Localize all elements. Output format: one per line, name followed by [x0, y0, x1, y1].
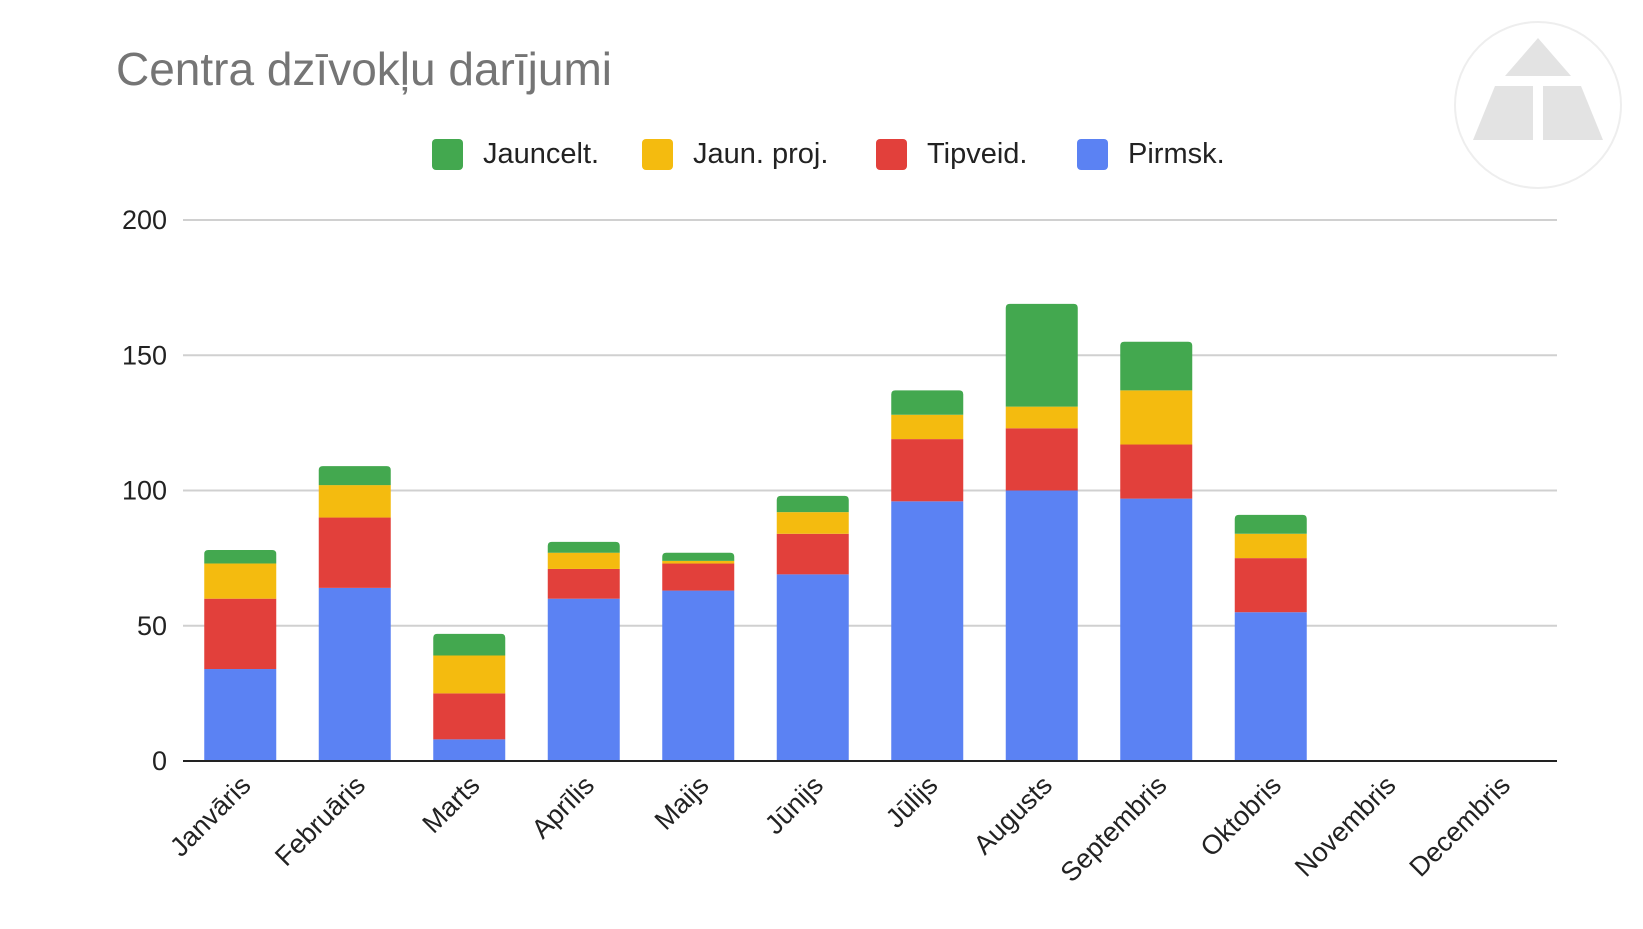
bar-jauncelt-februaris[interactable] — [318, 466, 391, 486]
bar-pirmsk-julijs[interactable] — [891, 501, 964, 761]
bar-pirmsk-janvaris[interactable] — [204, 669, 277, 761]
bar-pirmsk-marts[interactable] — [433, 739, 506, 761]
grid-layer — [183, 219, 1557, 627]
x-tick-label-julijs: Jūlijs — [880, 770, 944, 834]
bar-jaun-proj-augusts[interactable] — [1005, 406, 1078, 429]
legend-swatch-jaun-proj — [642, 138, 673, 170]
x-tick-label-decembris: Decembris — [1404, 770, 1516, 882]
bar-pirmsk-augusts[interactable] — [1005, 490, 1078, 762]
x-tick-label-junijs: Jūnijs — [759, 770, 829, 840]
x-tick-label-marts: Marts — [417, 770, 486, 839]
bar-pirmsk-februaris[interactable] — [318, 587, 391, 761]
legend-label-jauncelt: Jauncelt. — [483, 137, 600, 170]
legend-item-tipveid[interactable]: Tipveid. — [876, 130, 1027, 178]
legend-item-pirmsk[interactable]: Pirmsk. — [1077, 130, 1225, 178]
brand-logo-icon — [1454, 21, 1622, 189]
bar-jauncelt-septembris[interactable] — [1120, 341, 1193, 391]
chart-title: Centra dzīvokļu darījumi — [116, 43, 612, 95]
bar-jauncelt-marts[interactable] — [433, 633, 506, 656]
bar-tipveid-septembris[interactable] — [1120, 444, 1193, 499]
bar-jauncelt-augusts[interactable] — [1005, 303, 1078, 407]
legend-label-jaun-proj: Jaun. proj. — [693, 137, 829, 170]
bar-tipveid-maijs[interactable] — [662, 563, 735, 591]
bar-jauncelt-aprilis[interactable] — [547, 541, 620, 553]
bar-jaun-proj-marts[interactable] — [433, 655, 506, 694]
bar-jauncelt-janvaris[interactable] — [204, 550, 277, 564]
x-tick-label-janvaris: Janvāris — [164, 770, 256, 862]
legend-swatch-tipveid — [876, 138, 907, 170]
bar-jaun-proj-aprilis[interactable] — [547, 552, 620, 569]
bar-pirmsk-aprilis[interactable] — [547, 598, 620, 761]
bar-tipveid-augusts[interactable] — [1005, 428, 1078, 491]
x-tick-label-novembris: Novembris — [1289, 770, 1401, 882]
legend-swatch-pirmsk — [1077, 138, 1108, 170]
legend-swatch-jauncelt — [432, 138, 463, 170]
bar-tipveid-junijs[interactable] — [776, 533, 849, 575]
bar-pirmsk-maijs[interactable] — [662, 590, 735, 761]
x-tick-label-februaris: Februāris — [269, 770, 371, 872]
chart-legend: Jauncelt. Jaun. proj. Tipveid. Pirmsk. — [0, 130, 1643, 178]
bar-jauncelt-oktobris[interactable] — [1234, 514, 1307, 534]
legend-item-jauncelt[interactable]: Jauncelt. — [432, 130, 599, 178]
bar-tipveid-februaris[interactable] — [318, 517, 391, 588]
bar-jaun-proj-janvaris[interactable] — [204, 563, 277, 599]
y-tick-label-200: 200 — [122, 205, 167, 235]
y-tick-label-50: 50 — [137, 611, 167, 641]
x-tick-label-aprilis: Aprīlis — [526, 770, 600, 844]
x-tick-label-maijs: Maijs — [649, 770, 715, 836]
x-tick-label-septembris: Septembris — [1055, 770, 1173, 888]
bar-pirmsk-septembris[interactable] — [1120, 498, 1193, 761]
legend-item-jaun-proj[interactable]: Jaun. proj. — [642, 130, 828, 178]
bar-jaun-proj-septembris[interactable] — [1120, 390, 1193, 445]
bar-tipveid-oktobris[interactable] — [1234, 558, 1307, 613]
bar-pirmsk-oktobris[interactable] — [1234, 612, 1307, 761]
bar-jauncelt-julijs[interactable] — [891, 390, 964, 415]
bar-jaun-proj-junijs[interactable] — [776, 512, 849, 534]
y-tick-label-100: 100 — [122, 476, 167, 506]
y-tick-label-0: 0 — [152, 746, 167, 776]
bar-pirmsk-junijs[interactable] — [776, 574, 849, 761]
bar-jaun-proj-oktobris[interactable] — [1234, 533, 1307, 559]
x-tick-label-augusts: Augusts — [968, 770, 1058, 860]
legend-label-tipveid: Tipveid. — [927, 137, 1028, 170]
bar-jauncelt-maijs[interactable] — [662, 552, 735, 561]
bar-jaun-proj-februaris[interactable] — [318, 485, 391, 518]
bar-jauncelt-junijs[interactable] — [776, 495, 849, 513]
x-tick-label-oktobris: Oktobris — [1195, 770, 1287, 862]
bar-tipveid-janvaris[interactable] — [204, 598, 277, 670]
bar-jaun-proj-julijs[interactable] — [891, 414, 964, 440]
bar-tipveid-marts[interactable] — [433, 693, 506, 740]
y-tick-label-150: 150 — [122, 340, 167, 370]
bar-tipveid-julijs[interactable] — [891, 439, 964, 502]
bar-tipveid-aprilis[interactable] — [547, 568, 620, 599]
bar-jaun-proj-maijs[interactable] — [662, 560, 735, 564]
bars-layer — [204, 303, 1307, 762]
legend-label-pirmsk: Pirmsk. — [1128, 137, 1225, 170]
